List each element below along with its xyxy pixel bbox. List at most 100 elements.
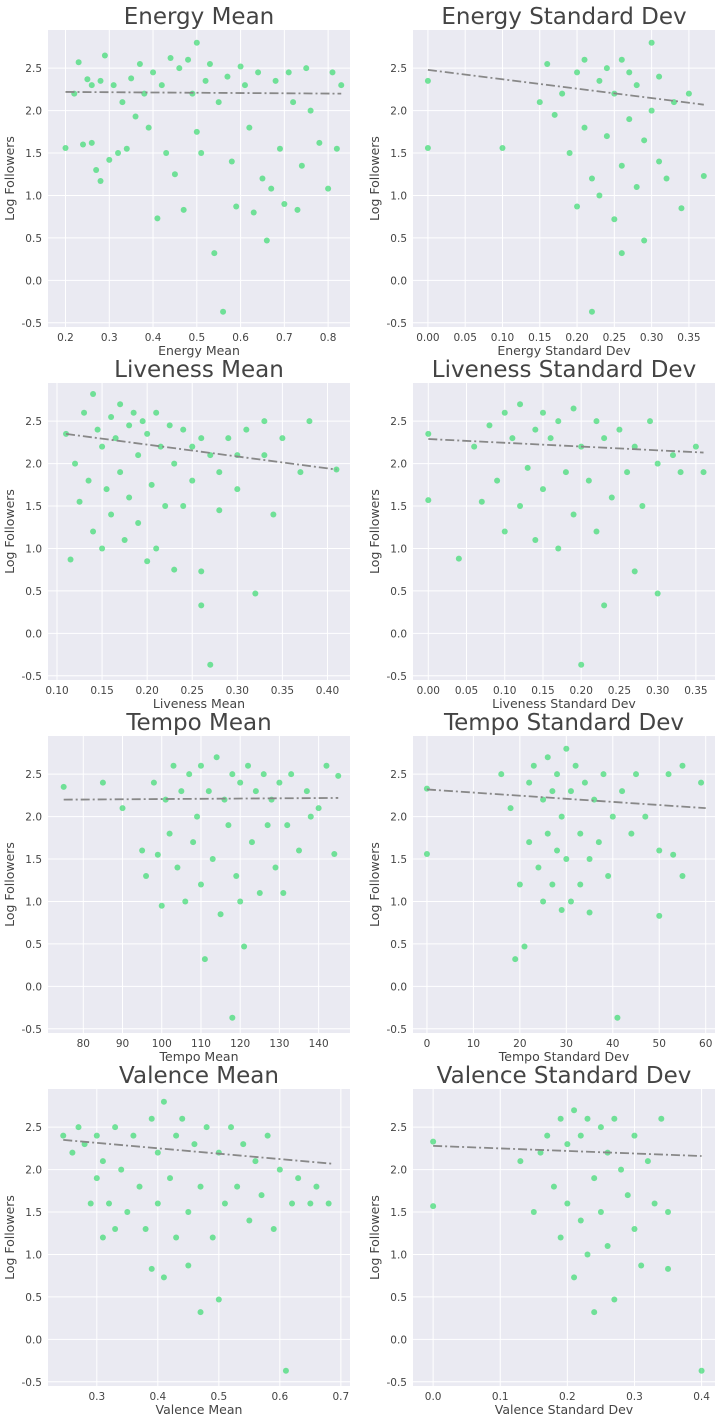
x-tick-label: 0.4 — [145, 332, 162, 344]
data-point — [605, 873, 612, 880]
data-point — [260, 771, 267, 778]
data-point — [601, 435, 608, 442]
data-point — [296, 847, 303, 854]
data-point — [618, 250, 625, 257]
x-tick-label: 0.35 — [271, 685, 294, 697]
data-point — [478, 498, 485, 505]
data-point — [272, 77, 279, 84]
data-point — [215, 99, 222, 106]
data-point — [698, 1367, 705, 1374]
y-axis-label: Log Followers — [367, 842, 382, 927]
data-point — [611, 1115, 618, 1122]
data-point — [516, 881, 523, 888]
x-axis-label: Valence Standard Dev — [495, 1402, 634, 1417]
y-tick-label: 1.0 — [390, 543, 407, 555]
data-point — [268, 185, 275, 192]
data-point — [619, 788, 626, 795]
data-point — [530, 762, 537, 769]
data-point — [166, 422, 173, 429]
data-point — [313, 1183, 320, 1190]
chart-title: Energy Mean — [124, 4, 275, 30]
data-point — [551, 111, 558, 118]
plot-area — [48, 30, 350, 327]
data-point — [182, 898, 189, 905]
x-tick-label: 0.3 — [88, 1391, 105, 1403]
data-point — [93, 167, 100, 174]
data-point — [550, 1183, 557, 1190]
data-point — [604, 1242, 611, 1249]
data-point — [118, 1166, 125, 1173]
data-point — [124, 1209, 131, 1216]
data-point — [507, 805, 514, 812]
data-point — [197, 881, 204, 888]
chart-panel-7: 0.3 0.4 0.5 0.6 0.7 -0.5 0.0 0.5 1.0 1.5 2.0 2.5 Val… — [2, 1063, 350, 1417]
data-point — [75, 59, 82, 66]
data-point — [596, 77, 603, 84]
data-point — [154, 1200, 161, 1207]
data-point — [584, 1251, 591, 1258]
data-point — [624, 1192, 631, 1199]
data-point — [665, 1209, 672, 1216]
data-point — [603, 65, 610, 72]
data-point — [197, 1183, 204, 1190]
data-point — [554, 847, 561, 854]
data-point — [228, 1124, 235, 1131]
data-point — [281, 200, 288, 207]
data-point — [171, 566, 178, 573]
y-tick-label: 2.5 — [25, 63, 42, 75]
y-tick-label: 0.5 — [25, 233, 42, 245]
data-point — [631, 1226, 638, 1233]
data-point — [106, 1200, 113, 1207]
data-point — [633, 82, 640, 89]
y-tick-label: 1.0 — [25, 896, 42, 908]
data-point — [97, 178, 104, 185]
data-point — [252, 590, 259, 597]
data-point — [174, 864, 181, 871]
data-point — [264, 822, 271, 829]
x-tick-label: 0.00 — [417, 685, 440, 697]
chart-panel-8: 0.0 0.1 0.2 0.3 0.4 -0.5 0.0 0.5 1.0 1.5 2.0 2.5 Val… — [367, 1063, 715, 1417]
data-point — [557, 1115, 564, 1122]
data-point — [245, 762, 252, 769]
data-point — [544, 60, 551, 67]
data-point — [197, 762, 204, 769]
data-point — [586, 909, 593, 916]
data-point — [80, 141, 87, 148]
trend-line — [427, 68, 704, 106]
data-point — [539, 486, 546, 493]
x-axis-label: Tempo Mean — [159, 1049, 239, 1064]
data-point — [180, 503, 187, 510]
data-point — [108, 511, 115, 518]
y-tick-label: 2.5 — [25, 416, 42, 428]
data-point — [679, 873, 686, 880]
data-point — [544, 754, 551, 761]
data-point — [564, 1141, 571, 1148]
data-point — [700, 172, 707, 179]
data-point — [150, 69, 157, 76]
data-point — [280, 889, 287, 896]
x-tick-label: 0 — [424, 1038, 431, 1050]
data-point — [234, 486, 241, 493]
data-point — [263, 237, 270, 244]
y-tick-label: 1.0 — [390, 1249, 407, 1261]
x-tick-label: 0.00 — [416, 332, 439, 344]
data-point — [577, 830, 584, 837]
data-point — [139, 847, 146, 854]
y-tick-label: -0.5 — [22, 1024, 43, 1036]
chart-title: Tempo Standard Dev — [443, 710, 684, 736]
x-tick-label: 0.35 — [677, 332, 700, 344]
data-point — [325, 185, 332, 192]
y-tick-label: -0.5 — [22, 671, 43, 683]
x-axis-label: Liveness Standard Dev — [492, 696, 636, 711]
y-tick-label: -0.5 — [387, 671, 408, 683]
data-point — [276, 145, 283, 152]
data-point — [544, 830, 551, 837]
y-tick-label: 1.0 — [25, 1249, 42, 1261]
data-point — [213, 754, 220, 761]
data-point — [252, 788, 259, 795]
data-point — [130, 409, 137, 416]
data-point — [198, 150, 205, 157]
x-axis-label: Valence Mean — [156, 1402, 243, 1417]
data-point — [425, 430, 432, 437]
